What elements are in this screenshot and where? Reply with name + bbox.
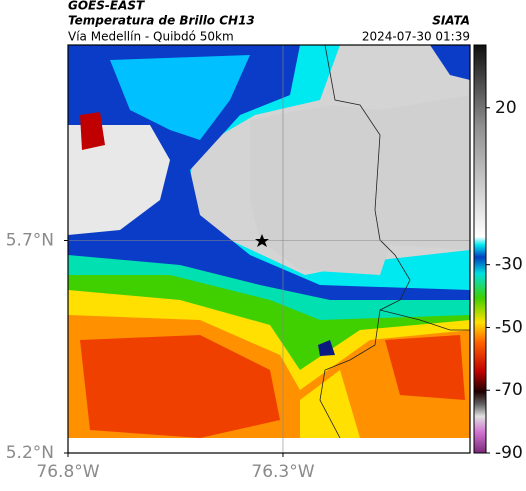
- title: GOES-EAST: [68, 0, 145, 13]
- colorbar-tick-label: 20: [495, 98, 517, 118]
- x-tick-label: 76.3°W: [251, 462, 314, 482]
- map-frame: [67, 44, 471, 454]
- colorbar-tick-label: -70: [495, 380, 523, 400]
- subtitle: Temperatura de Brillo CH13: [68, 14, 255, 28]
- y-tick-label: 5.2°N: [6, 443, 54, 463]
- colorbar-tick-label: -50: [495, 317, 523, 337]
- timestamp: 2024-07-30 01:39: [362, 30, 470, 44]
- y-tick-label: 5.7°N: [6, 231, 54, 251]
- colorbar-tick-label: -90: [495, 443, 523, 463]
- source: SIATA: [432, 14, 470, 28]
- colorbar-tick-label: -30: [495, 255, 523, 275]
- imagery: [68, 45, 470, 438]
- colorbar: [473, 44, 487, 454]
- x-tick-label: 76.8°W: [36, 462, 99, 482]
- location-marker: [255, 234, 269, 247]
- region: Vía Medellín - Quibdó 50km: [68, 30, 234, 44]
